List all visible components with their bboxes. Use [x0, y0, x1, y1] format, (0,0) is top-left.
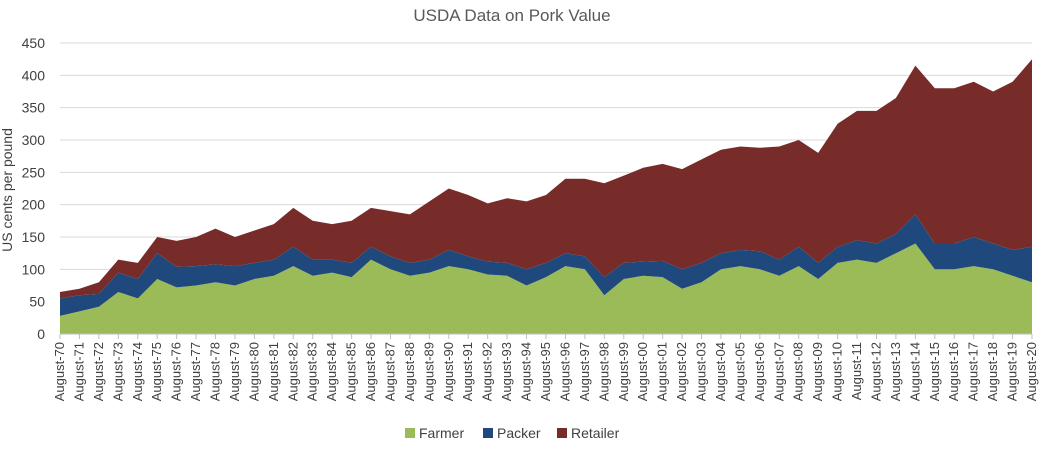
- y-tick-label: 250: [22, 164, 46, 180]
- x-tick-label: August-86: [363, 342, 378, 401]
- x-tick-label: August-16: [946, 342, 961, 401]
- y-tick-label: 150: [22, 229, 46, 245]
- x-tick-label: August-89: [421, 342, 436, 401]
- y-tick-label: 300: [22, 132, 46, 148]
- x-tick-label: August-14: [907, 342, 922, 401]
- x-tick-label: August-74: [130, 342, 145, 401]
- x-tick-label: August-98: [596, 342, 611, 401]
- x-tick-label: August-88: [402, 342, 417, 401]
- y-axis-label: US cents per pound: [0, 128, 15, 252]
- x-tick-label: August-17: [966, 342, 981, 401]
- x-tick-label: August-19: [1005, 342, 1020, 401]
- legend-swatch-packer: [483, 428, 493, 438]
- x-tick-label: August-15: [927, 342, 942, 401]
- legend-swatch-retailer: [557, 428, 567, 438]
- x-tick-label: August-91: [460, 342, 475, 401]
- x-tick-label: August-70: [52, 342, 67, 401]
- x-tick-label: August-71: [71, 342, 86, 401]
- x-tick-label: August-13: [888, 342, 903, 401]
- x-tick-label: August-11: [849, 342, 864, 400]
- x-tick-label: August-75: [149, 342, 164, 401]
- x-tick-label: August-00: [635, 342, 650, 401]
- stacked-areas: [60, 59, 1032, 334]
- x-tick-label: August-83: [305, 342, 320, 401]
- x-tick-label: August-80: [246, 342, 261, 401]
- y-tick-labels: 0 50 100 150 200 250 300 350 400 450: [22, 35, 46, 342]
- x-tick-label: August-07: [771, 342, 786, 401]
- y-tick-label: 400: [22, 67, 46, 83]
- legend-swatch-farmer: [405, 428, 415, 438]
- x-tick-label: August-12: [869, 342, 884, 401]
- x-tick-label: August-99: [616, 342, 631, 401]
- x-tick-label: August-95: [538, 342, 553, 401]
- x-tick-label: August-85: [344, 342, 359, 401]
- x-tick-label: August-90: [441, 342, 456, 401]
- x-tick-label: August-96: [557, 342, 572, 401]
- legend-label-retailer: Retailer: [571, 425, 620, 441]
- x-tick-label: August-82: [285, 342, 300, 401]
- y-tick-label: 50: [29, 294, 45, 310]
- x-tick-label: August-05: [732, 342, 747, 401]
- x-tick-label: August-02: [674, 342, 689, 401]
- y-tick-label: 0: [37, 326, 45, 342]
- chart-title: USDA Data on Pork Value: [413, 6, 610, 25]
- x-tick-label: August-77: [188, 342, 203, 401]
- y-tick-label: 200: [22, 197, 46, 213]
- x-tick-label: August-10: [830, 342, 845, 401]
- x-tick-label: August-01: [655, 342, 670, 401]
- x-tick-label: August-79: [227, 342, 242, 401]
- axes: [59, 333, 1033, 339]
- series-area-packer: [60, 214, 1032, 316]
- x-tick-label: August-72: [91, 342, 106, 401]
- legend-label-farmer: Farmer: [419, 425, 464, 441]
- x-tick-label: August-97: [577, 342, 592, 401]
- y-tick-label: 100: [22, 261, 46, 277]
- legend-label-packer: Packer: [497, 425, 541, 441]
- x-tick-label: August-78: [208, 342, 223, 401]
- x-tick-label: August-81: [266, 342, 281, 401]
- y-tick-label: 350: [22, 100, 46, 116]
- x-tick-label: August-84: [324, 342, 339, 401]
- x-tick-label: August-08: [791, 342, 806, 401]
- x-tick-label: August-92: [480, 342, 495, 401]
- series-area-farmer: [60, 243, 1032, 334]
- x-tick-label: August-76: [169, 342, 184, 401]
- x-tick-label: August-93: [499, 342, 514, 401]
- x-tick-labels: August-70 August-71 August-72 August-73 Augu…: [52, 342, 1039, 401]
- legend: Farmer Packer Retailer: [405, 425, 620, 441]
- x-tick-label: August-20: [1024, 342, 1039, 401]
- x-tick-label: August-18: [985, 342, 1000, 401]
- y-tick-label: 450: [22, 35, 46, 51]
- x-tick-label: August-09: [810, 342, 825, 401]
- x-tick-label: August-06: [752, 342, 767, 401]
- x-tick-label: August-73: [110, 342, 125, 401]
- x-tick-label: August-87: [383, 342, 398, 401]
- series-area-retailer: [60, 59, 1032, 299]
- x-tick-label: August-94: [519, 342, 534, 401]
- x-tick-label: August-04: [713, 342, 728, 401]
- x-tick-label: August-03: [694, 342, 709, 401]
